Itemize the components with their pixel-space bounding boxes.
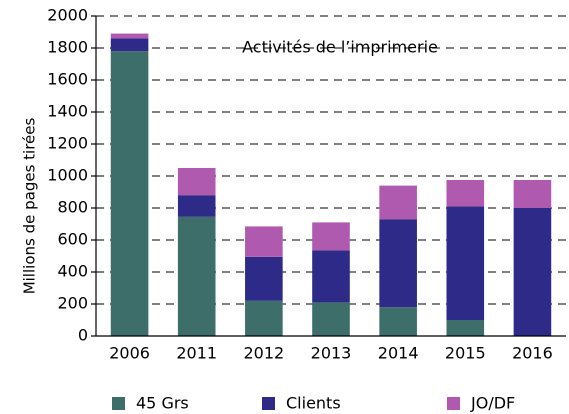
bar-segment xyxy=(177,216,216,336)
bar-segment xyxy=(379,307,417,336)
x-tick-label: 2011 xyxy=(176,344,217,363)
chart-title: Activités de l’imprimerie xyxy=(242,38,438,57)
y-tick-label: 0 xyxy=(78,326,88,345)
bar-segment xyxy=(245,226,283,257)
x-tick-label: 2013 xyxy=(311,344,352,363)
bar-segment xyxy=(446,206,485,320)
legend-label: Clients xyxy=(286,394,341,413)
bar-segment xyxy=(379,185,417,220)
bar-segment xyxy=(245,256,283,301)
y-tick-label: 1800 xyxy=(47,38,88,57)
bar-segment xyxy=(110,33,149,39)
bar-segment xyxy=(177,195,216,217)
y-tick-label: 200 xyxy=(57,294,88,313)
bar-segment xyxy=(177,168,216,196)
y-tick-label: 600 xyxy=(57,230,88,249)
legend-swatch xyxy=(447,397,460,410)
bar-segment xyxy=(446,320,485,336)
x-tick-label: 2014 xyxy=(378,344,419,363)
bar-segment xyxy=(245,300,283,336)
bar-segment xyxy=(513,180,552,208)
legend-label: 45 Grs xyxy=(136,394,189,413)
y-tick-label: 1600 xyxy=(47,70,88,89)
bar-segment xyxy=(110,38,149,52)
y-axis-label: Millions de pages tirées xyxy=(21,118,39,295)
legend-label: JO/DF xyxy=(470,394,515,413)
bar-segment xyxy=(312,250,350,303)
bar-segment xyxy=(446,180,485,207)
bars xyxy=(110,33,552,336)
y-tick-label: 400 xyxy=(57,262,88,281)
bar-segment xyxy=(312,222,350,251)
bar-segment xyxy=(379,219,417,308)
x-tick-label: 2006 xyxy=(109,344,150,363)
y-tick-label: 800 xyxy=(57,198,88,217)
x-tick-label: 2015 xyxy=(445,344,486,363)
bar-segment xyxy=(513,208,552,336)
y-tick-label: 1000 xyxy=(47,166,88,185)
y-tick-label: 2000 xyxy=(47,6,88,25)
legend-swatch xyxy=(112,397,125,410)
bar-segment xyxy=(110,51,149,336)
x-tick-label: 2012 xyxy=(243,344,284,363)
legend-swatch xyxy=(262,397,275,410)
bar-segment xyxy=(312,302,350,336)
x-tick-label: 2016 xyxy=(512,344,553,363)
y-tick-label: 1400 xyxy=(47,102,88,121)
y-tick-label: 1200 xyxy=(47,134,88,153)
